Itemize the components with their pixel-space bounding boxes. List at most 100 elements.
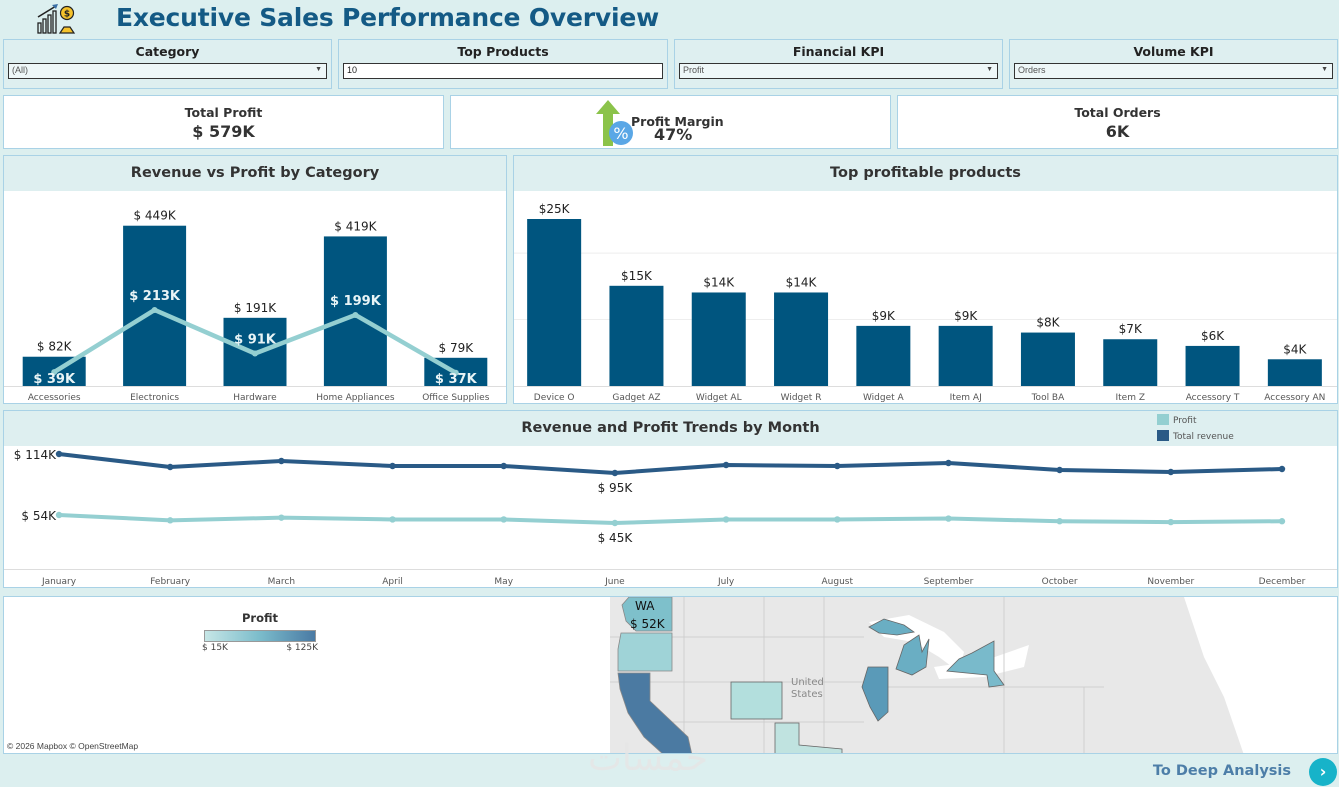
profit-point xyxy=(151,306,158,313)
legend-min: $ 15K xyxy=(202,643,228,653)
revenue-point xyxy=(722,461,730,469)
monthly-trends-panel: Revenue and Profit Trends by Month Janua… xyxy=(3,410,1338,588)
product-tick-label: Widget A xyxy=(863,393,905,403)
product-tick-label: Accessory AN xyxy=(1264,393,1325,403)
kpi-value: 47% xyxy=(654,125,693,144)
revenue-point xyxy=(611,469,619,477)
us-map[interactable]: WA $ 52K United States xyxy=(4,597,1338,754)
month-tick-label: January xyxy=(41,577,77,587)
product-value-label: $4K xyxy=(1283,342,1307,356)
month-tick-label: June xyxy=(604,577,625,587)
volume-kpi-dropdown[interactable]: Orders ▼ xyxy=(1014,63,1333,79)
revenue-point xyxy=(166,463,174,471)
filter-label: Category xyxy=(135,44,200,59)
product-value-label: $8K xyxy=(1036,316,1060,330)
financial-kpi-dropdown[interactable]: Profit ▼ xyxy=(679,63,998,79)
kpi-label: Total Orders xyxy=(1074,105,1161,120)
state-wa[interactable] xyxy=(621,597,673,632)
category-dropdown[interactable]: (All) ▼ xyxy=(8,63,327,79)
profit-point xyxy=(452,369,459,376)
product-value-label: $9K xyxy=(954,309,978,323)
chart-title: Top profitable products xyxy=(514,156,1337,191)
state-ny[interactable] xyxy=(946,640,1005,688)
state-value: $ 52K xyxy=(630,617,666,631)
filter-label: Top Products xyxy=(457,44,549,59)
profit-point xyxy=(278,514,285,521)
profit-point xyxy=(252,350,258,357)
month-tick-label: April xyxy=(382,577,403,587)
profit-point xyxy=(1278,518,1286,525)
category-tick-label: Hardware xyxy=(233,393,277,403)
product-bar xyxy=(609,285,664,386)
month-tick-label: August xyxy=(822,577,854,587)
product-tick-label: Item Z xyxy=(1115,393,1145,403)
state-mi[interactable] xyxy=(895,634,930,676)
state-co[interactable] xyxy=(730,681,783,720)
revenue-point xyxy=(389,462,396,470)
chevron-down-icon: ▼ xyxy=(1321,66,1328,73)
deep-analysis-link[interactable]: To Deep Analysis xyxy=(1152,763,1291,779)
profit-label: $ 199K xyxy=(330,294,382,309)
trend-annotation: $ 114K xyxy=(14,448,57,462)
legend-max: $ 125K xyxy=(286,643,318,653)
profit-point xyxy=(352,311,359,318)
product-bar xyxy=(691,292,746,386)
filter-volume-kpi: Volume KPI Orders ▼ xyxy=(1009,39,1338,89)
country-label: United xyxy=(791,677,824,688)
svg-text:%: % xyxy=(613,124,628,143)
top-products-chart: $25K Device O $15K Gadget AZ $14K Widget AL $1… xyxy=(514,202,1337,403)
profit-point xyxy=(166,517,174,524)
revenue-point xyxy=(55,450,63,458)
revenue-point xyxy=(834,462,841,470)
product-bar xyxy=(774,292,829,386)
category-tick-label: Electronics xyxy=(130,393,179,403)
state-ca[interactable] xyxy=(617,672,692,754)
revenue-label: $ 419K xyxy=(334,219,377,233)
product-bar xyxy=(527,219,582,386)
revenue-point xyxy=(500,462,507,470)
state-mi-upper[interactable] xyxy=(868,618,916,636)
month-tick-label: July xyxy=(717,577,735,587)
dropdown-value: Profit xyxy=(683,65,705,75)
product-tick-label: Widget R xyxy=(781,393,822,403)
revenue-label: $ 449K xyxy=(133,209,176,223)
product-value-label: $25K xyxy=(539,202,571,216)
profit-point xyxy=(611,519,619,527)
category-tick-label: Home Appliances xyxy=(316,393,395,403)
profit-label: $ 37K xyxy=(435,372,478,387)
product-bar xyxy=(1267,359,1322,386)
chart-title: Revenue and Profit Trends by Month xyxy=(4,411,1337,446)
state-or[interactable] xyxy=(617,632,673,672)
product-tick-label: Item AJ xyxy=(950,393,982,403)
next-arrow-button[interactable]: › xyxy=(1309,758,1337,786)
legend-label: Total revenue xyxy=(1172,432,1234,442)
state-il[interactable] xyxy=(861,666,889,722)
top-products-input[interactable]: 10 xyxy=(343,63,663,79)
legend-swatch-revenue xyxy=(1157,430,1169,441)
chevron-down-icon: ▼ xyxy=(986,66,993,73)
product-tick-label: Tool BA xyxy=(1031,393,1066,403)
legend-title: Profit xyxy=(241,611,279,625)
filter-label: Volume KPI xyxy=(1133,44,1214,59)
kpi-value: 6K xyxy=(1105,122,1130,141)
profit-point xyxy=(722,516,730,523)
ocean xyxy=(1184,597,1337,753)
revenue-point xyxy=(1167,468,1175,476)
filter-category: Category (All) ▼ xyxy=(3,39,332,89)
product-bar xyxy=(1103,339,1158,386)
profit-map-panel: WA $ 52K United States Profit $ 15K $ 12… xyxy=(3,596,1338,754)
svg-text:$: $ xyxy=(64,10,70,20)
product-bar xyxy=(856,325,911,386)
profit-color-legend: Profit $ 15K $ 125K xyxy=(200,611,320,653)
state-tx[interactable] xyxy=(774,722,843,754)
trend-annotation: $ 45K xyxy=(598,531,634,545)
map-attribution[interactable]: © 2026 Mapbox © OpenStreetMap xyxy=(7,741,139,751)
profit-trend-line xyxy=(58,513,1283,525)
profit-label: $ 91K xyxy=(234,333,277,348)
product-bar xyxy=(1185,345,1240,386)
product-tick-label: Device O xyxy=(534,393,575,403)
product-value-label: $14K xyxy=(703,275,735,289)
month-tick-label: October xyxy=(1042,577,1078,587)
product-bar xyxy=(1020,332,1075,386)
revenue-label: $ 191K xyxy=(234,301,277,315)
